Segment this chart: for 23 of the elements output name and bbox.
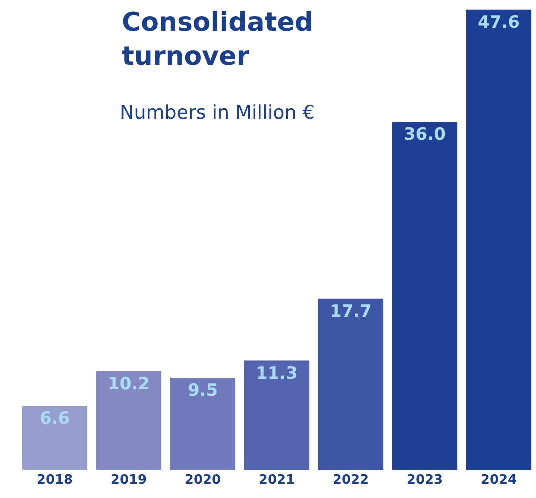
data-label: 9.5 xyxy=(188,381,218,402)
data-label: 17.7 xyxy=(330,302,372,322)
data-label: 11.3 xyxy=(256,364,298,384)
text: Numbers in Million € xyxy=(120,102,315,124)
bar xyxy=(466,10,532,470)
x-tick-label: 2021 xyxy=(258,473,296,488)
bar xyxy=(170,378,236,470)
bar xyxy=(392,122,458,470)
data-label: 36.0 xyxy=(404,125,446,145)
data-label: 6.6 xyxy=(40,409,70,430)
data-label: 47.6 xyxy=(478,12,520,33)
x-tick-label: 2024 xyxy=(480,473,518,488)
x-tick-label: 2019 xyxy=(110,473,148,488)
bar xyxy=(96,371,162,470)
bar xyxy=(318,298,384,470)
x-tick-label: 2018 xyxy=(36,473,74,488)
x-tick-label: 2020 xyxy=(184,473,222,488)
x-tick-label: 2023 xyxy=(406,473,444,488)
bar xyxy=(22,406,88,470)
bar xyxy=(244,360,310,470)
data-label: 10.2 xyxy=(108,374,150,394)
text: Consolidated turnover xyxy=(122,8,314,72)
x-tick-label: 2022 xyxy=(332,473,370,488)
